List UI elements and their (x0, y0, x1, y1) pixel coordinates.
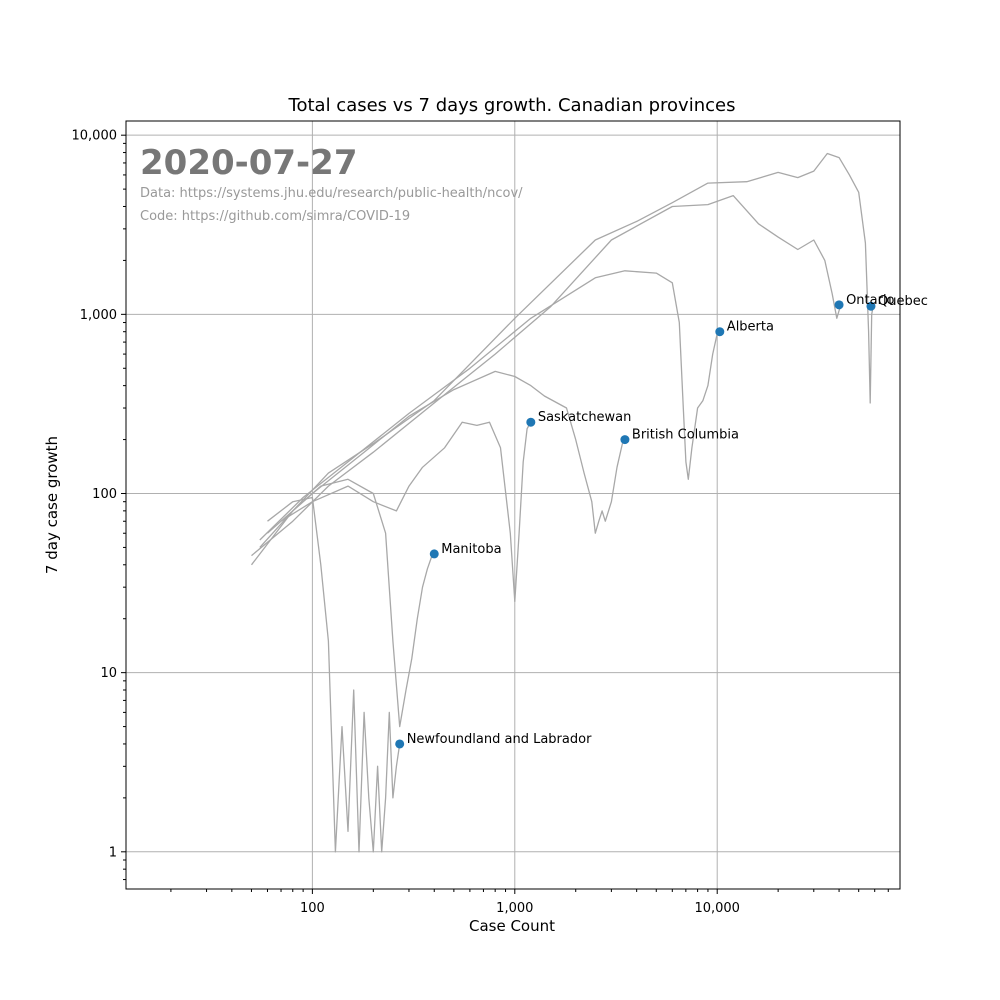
grid-layer (126, 121, 900, 889)
point-newfoundland-and-labrador (395, 739, 405, 749)
plot-frame (125, 120, 901, 890)
series-line-manitoba (259, 478, 435, 728)
y-tick-label: 10 (100, 666, 117, 681)
point-label-manitoba: Manitoba (441, 542, 501, 557)
x-tick-label: 1,000 (496, 901, 533, 916)
series-line-british-columbia (267, 370, 626, 534)
point-label-quebec: Quebec (878, 294, 928, 309)
point-alberta (715, 327, 725, 337)
point-label-newfoundland-and-labrador: Newfoundland and Labrador (407, 732, 592, 747)
chart-title: Total cases vs 7 days growth. Canadian p… (288, 95, 736, 116)
date-stamp: 2020-07-27 (140, 143, 357, 183)
point-british-columbia (620, 435, 630, 445)
tick-layer: 100 1,000 10,000 1 10 100 1,000 10,000 (72, 129, 889, 916)
y-tick-label: 1 (109, 845, 117, 860)
point-label-british-columbia: British Columbia (632, 428, 739, 443)
x-tick-label: 10,000 (694, 901, 740, 916)
point-label-alberta: Alberta (727, 320, 774, 335)
series-line-newfoundland-and-labrador (267, 496, 401, 853)
data-source-text: Data: https://systems.jhu.edu/research/p… (140, 186, 523, 201)
point-ontario (834, 300, 844, 310)
y-tick-label: 1,000 (80, 308, 117, 323)
point-quebec (866, 301, 876, 311)
y-tick-label: 100 (92, 487, 117, 502)
series-line-alberta (259, 270, 721, 541)
series-layer (250, 152, 874, 853)
series-line-saskatchewan (280, 421, 532, 603)
y-axis-label: 7 day case growth (43, 436, 61, 574)
point-label-ontario: Ontario (846, 293, 894, 308)
point-saskatchewan (526, 417, 536, 427)
point-label-saskatchewan: Saskatchewan (538, 410, 632, 425)
x-axis-label: Case Count (469, 917, 555, 935)
x-tick-label: 100 (300, 901, 325, 916)
point-manitoba (429, 549, 439, 559)
series-line-ontario (251, 194, 842, 557)
y-tick-label: 10,000 (72, 129, 118, 144)
series-line-quebec (250, 152, 874, 566)
code-source-text: Code: https://github.com/simra/COVID-19 (140, 209, 410, 224)
